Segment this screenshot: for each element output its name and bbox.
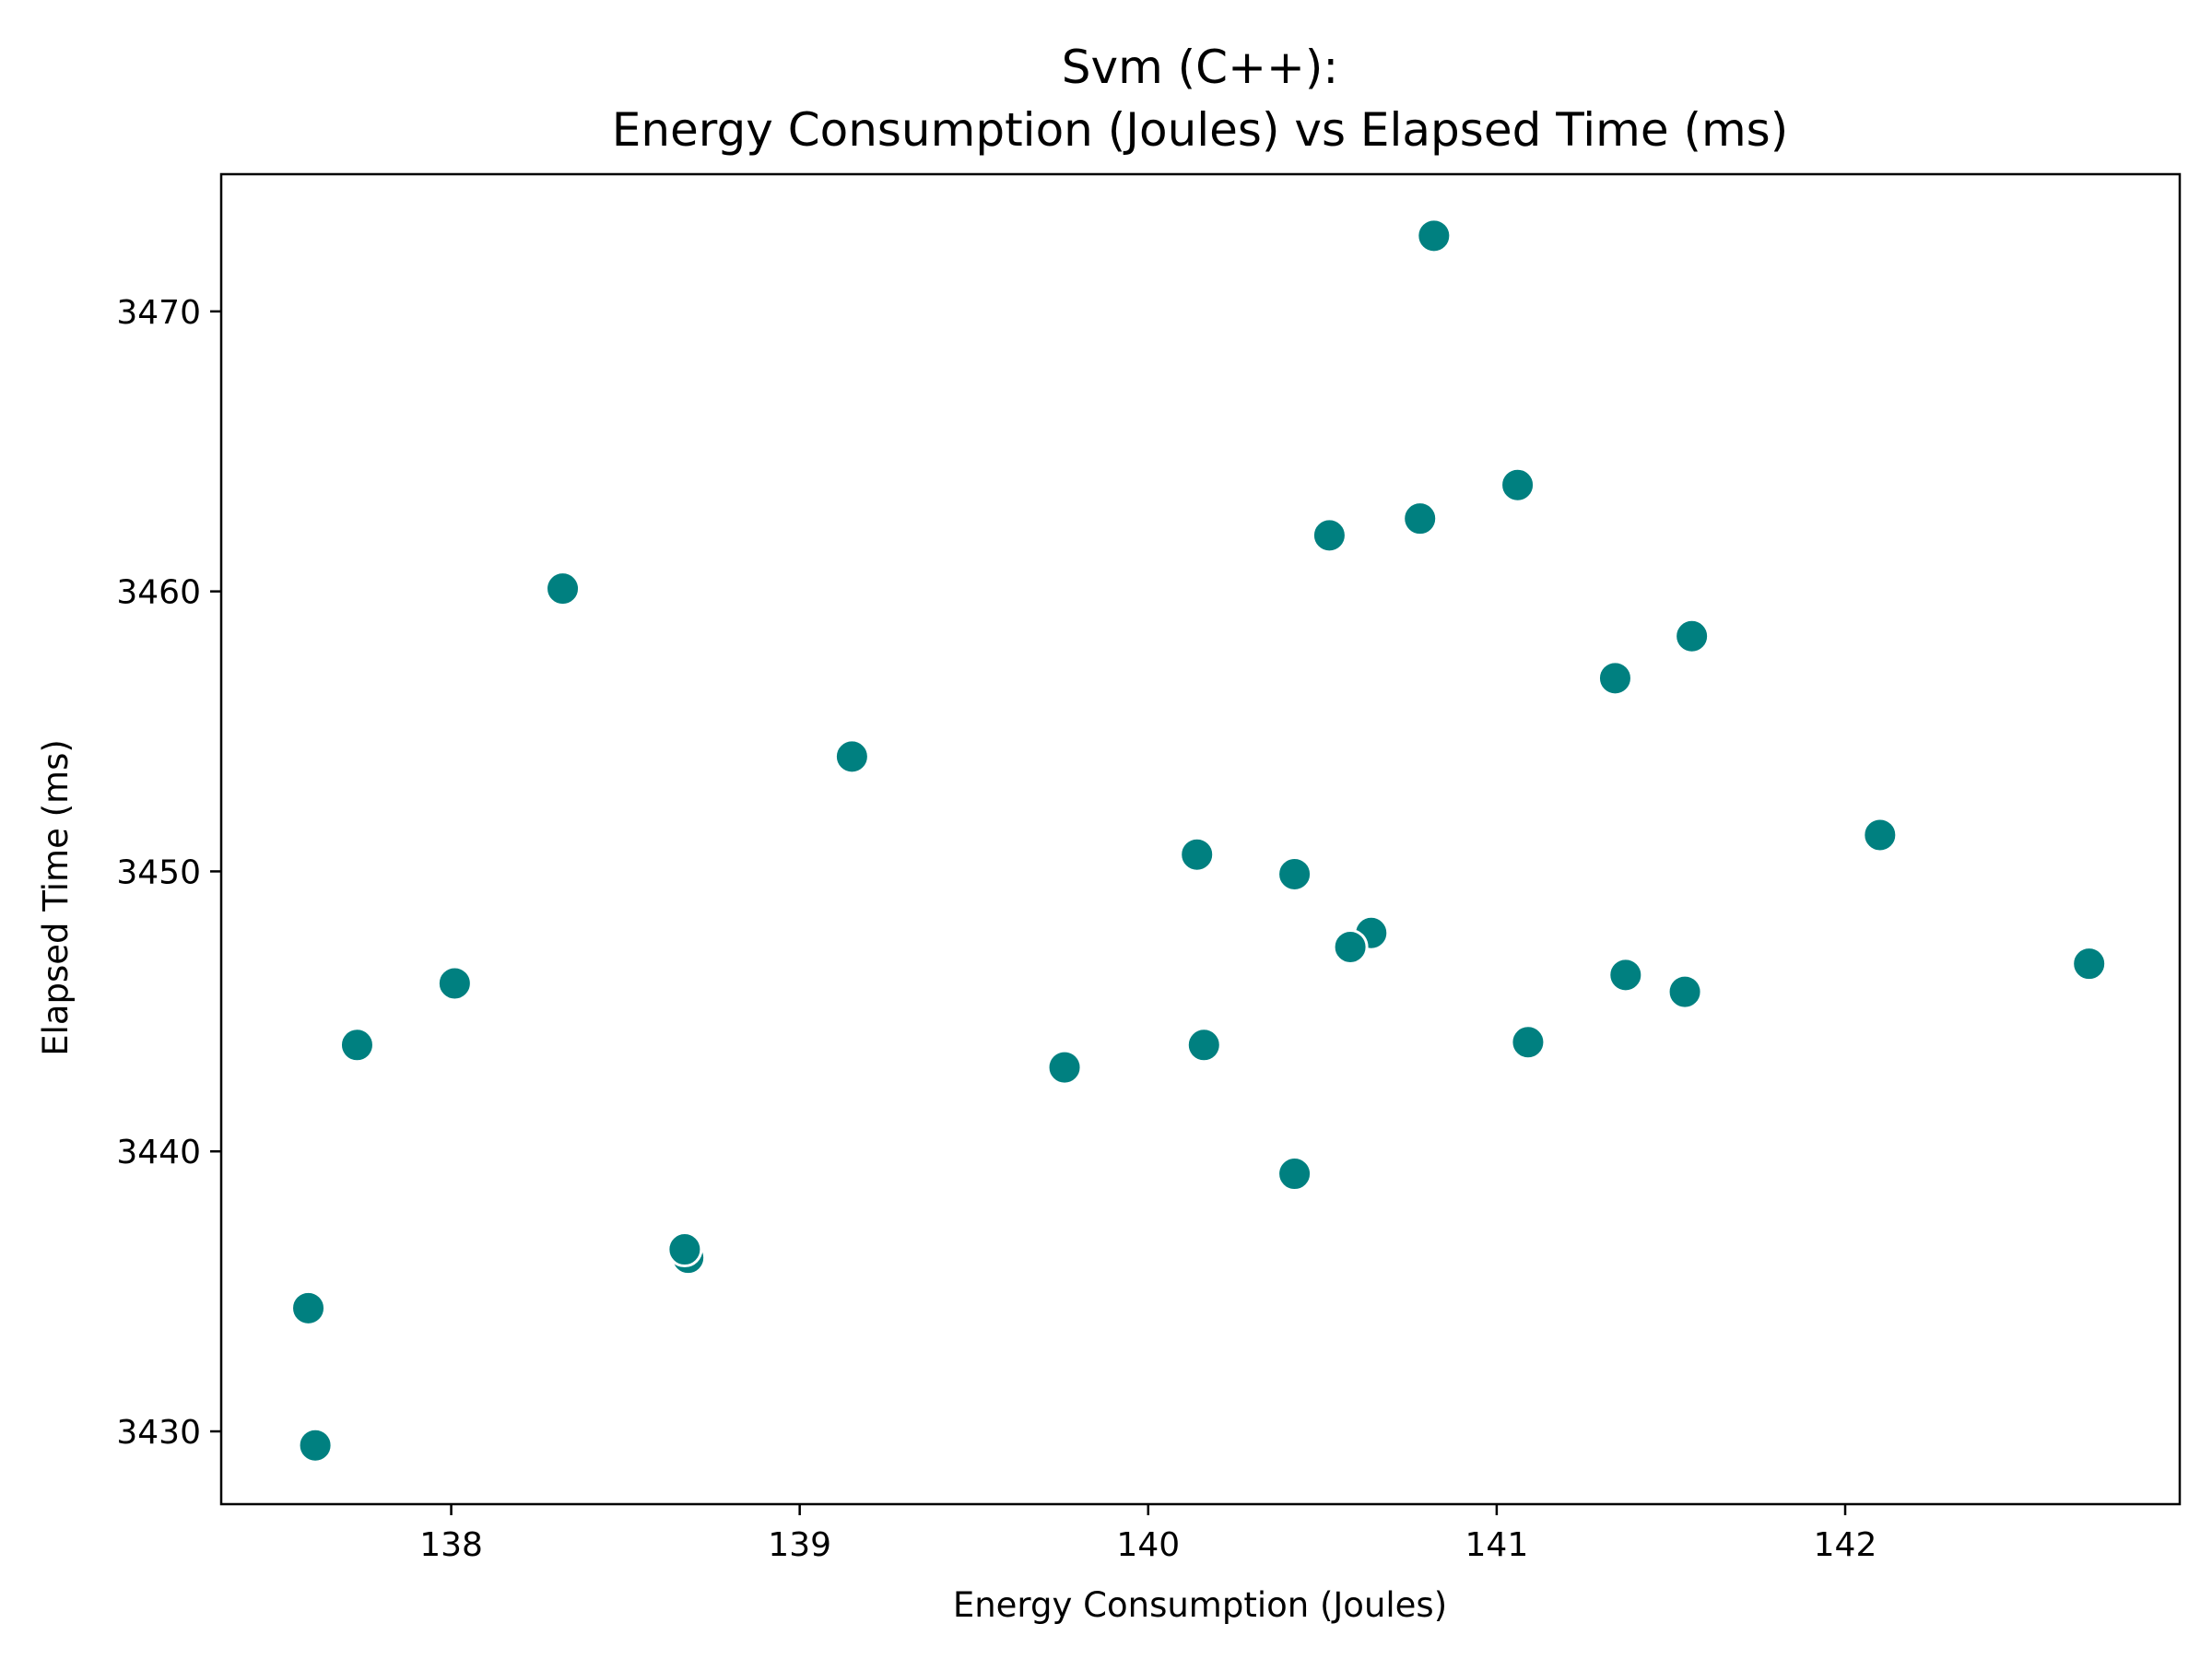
x-axis-label: Energy Consumption (Joules): [953, 1585, 1447, 1625]
y-axis-label: Elapsed Time (ms): [36, 739, 76, 1056]
data-points: [290, 218, 2108, 1464]
x-tick-label: 140: [1116, 1526, 1180, 1564]
data-point: [1332, 928, 1369, 965]
data-point: [290, 1289, 327, 1326]
data-point: [1510, 1024, 1547, 1061]
data-point: [1666, 973, 1703, 1010]
y-tick-label: 3470: [116, 294, 201, 332]
data-point: [436, 965, 473, 1002]
data-point: [1862, 817, 1899, 853]
data-point: [1607, 957, 1644, 994]
data-point: [297, 1427, 334, 1464]
data-point: [1416, 218, 1453, 254]
data-point: [1500, 466, 1536, 503]
data-point: [1402, 500, 1439, 537]
data-point: [1185, 1027, 1222, 1064]
x-axis-ticks: 138 139 140 141 142: [419, 1504, 1877, 1564]
data-point: [833, 738, 870, 775]
data-point: [666, 1231, 703, 1268]
x-tick-label: 138: [419, 1526, 483, 1564]
data-point: [1046, 1049, 1083, 1086]
plot-frame: [219, 172, 2182, 1506]
data-point: [338, 1027, 375, 1064]
x-tick-label: 142: [1814, 1526, 1877, 1564]
data-point: [2071, 946, 2108, 982]
data-point: [545, 571, 582, 607]
data-point: [1311, 517, 1347, 554]
data-point: [1596, 660, 1633, 697]
y-tick-label: 3430: [116, 1414, 201, 1452]
y-tick-label: 3450: [116, 853, 201, 891]
y-axis-ticks: 3430 3440 3450 3460 3470: [116, 294, 221, 1452]
data-point: [1179, 836, 1216, 873]
x-tick-label: 141: [1465, 1526, 1529, 1564]
y-tick-label: 3460: [116, 574, 201, 612]
x-tick-label: 139: [768, 1526, 831, 1564]
data-point: [1674, 618, 1711, 654]
chart-title-line-1: Svm (C++):: [1062, 41, 1339, 94]
chart-title-line-2: Energy Consumption (Joules) vs Elapsed T…: [612, 103, 1789, 157]
y-tick-label: 3440: [116, 1134, 201, 1171]
data-point: [1277, 855, 1313, 892]
data-point: [1277, 1156, 1313, 1193]
